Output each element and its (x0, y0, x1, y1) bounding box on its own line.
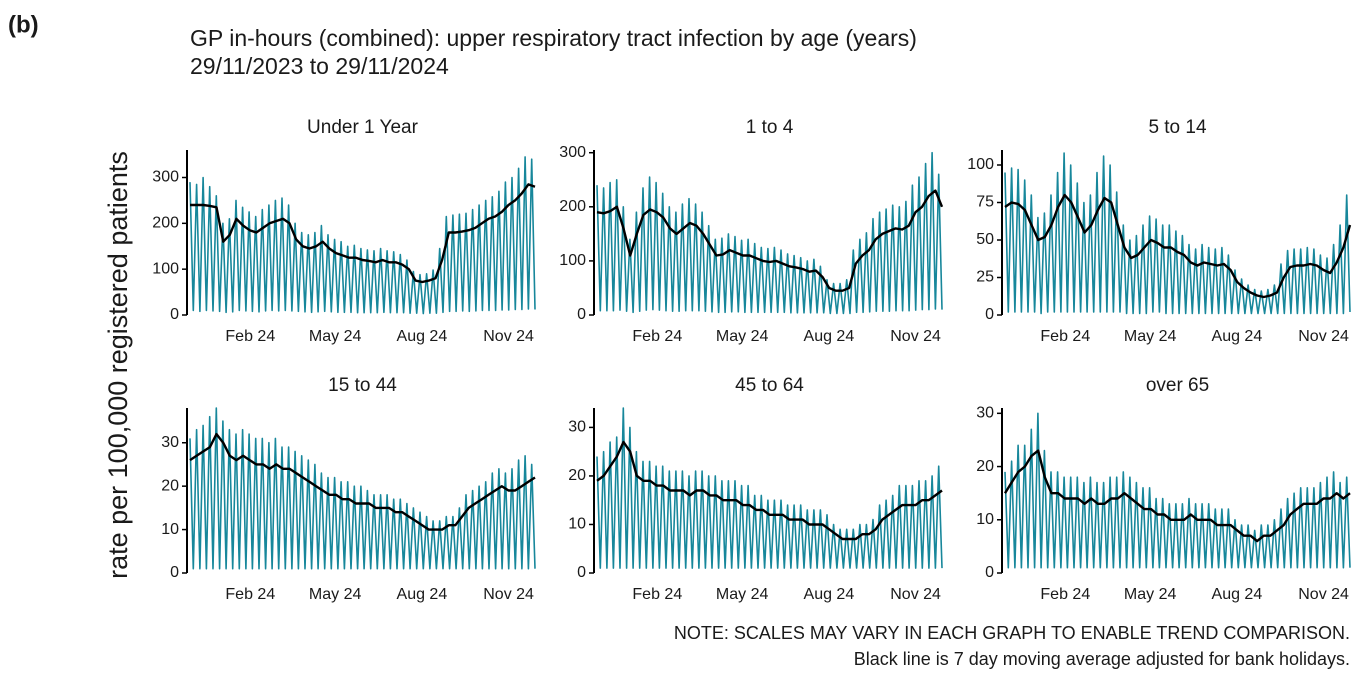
moving-average-line (596, 189, 944, 292)
y-tick-label: 0 (577, 306, 586, 323)
moving-average-line (596, 440, 943, 541)
y-tick-label: 30 (976, 405, 994, 422)
x-tick-label: Nov 24 (483, 328, 534, 345)
y-tick-label: 0 (170, 306, 179, 323)
y-tick-label: 0 (985, 564, 994, 581)
moving-average-line (1004, 193, 1352, 299)
x-tick-label: Nov 24 (890, 586, 941, 603)
y-tick-label: 300 (152, 169, 179, 186)
y-tick-label: 100 (152, 260, 179, 277)
x-tick-label: Aug 24 (397, 586, 448, 603)
x-tick-label: Aug 24 (1212, 586, 1263, 603)
x-tick-label: Feb 24 (1040, 328, 1090, 345)
y-tick-label: 30 (161, 434, 179, 451)
y-tick-label: 200 (152, 215, 179, 232)
y-tick-label: 10 (568, 516, 586, 533)
x-tick-label: Nov 24 (1298, 328, 1349, 345)
x-tick-label: Aug 24 (1212, 328, 1263, 345)
y-tick-label: 20 (976, 458, 994, 475)
x-tick-label: Feb 24 (632, 586, 682, 603)
moving-average-line (1003, 449, 1351, 543)
y-tick-label: 25 (976, 269, 994, 286)
note: Black line is 7 day moving average adjus… (854, 649, 1350, 669)
x-tick-label: Nov 24 (890, 328, 941, 345)
y-tick-label: 0 (170, 564, 179, 581)
y-tick-label: 10 (161, 521, 179, 538)
panel-title: 5 to 14 (1148, 117, 1207, 138)
x-tick-label: May 24 (309, 586, 362, 603)
x-tick-label: May 24 (716, 328, 769, 345)
panel-title: 15 to 44 (328, 375, 397, 396)
daily-line (189, 156, 536, 315)
daily-line (596, 151, 943, 315)
y-tick-label: 20 (568, 467, 586, 484)
panel-title: 45 to 64 (735, 375, 804, 396)
x-tick-label: Feb 24 (225, 328, 275, 345)
x-tick-label: Nov 24 (483, 586, 534, 603)
y-tick-label: 300 (559, 144, 586, 161)
daily-line (1004, 152, 1351, 315)
daily-line (1004, 412, 1351, 569)
daily-line (189, 407, 536, 570)
y-axis-label: rate per 100,000 registered patients (103, 151, 133, 579)
x-tick-label: May 24 (1124, 586, 1177, 603)
figure-title: GP in-hours (combined): upper respirator… (190, 25, 917, 51)
y-tick-label: 75 (976, 194, 994, 211)
x-tick-label: May 24 (716, 586, 769, 603)
y-tick-label: 0 (577, 564, 586, 581)
x-tick-label: Feb 24 (632, 328, 682, 345)
daily-line (596, 407, 943, 569)
x-tick-label: Feb 24 (1040, 586, 1090, 603)
y-tick-label: 0 (985, 306, 994, 323)
x-tick-label: May 24 (1124, 328, 1177, 345)
y-tick-label: 50 (976, 231, 994, 248)
x-tick-label: Nov 24 (1298, 586, 1349, 603)
y-tick-label: 100 (967, 156, 994, 173)
panel-title: over 65 (1146, 375, 1209, 396)
x-tick-label: Feb 24 (225, 586, 275, 603)
y-tick-label: 100 (559, 252, 586, 269)
note: NOTE: SCALES MAY VARY IN EACH GRAPH TO E… (674, 623, 1350, 643)
x-tick-label: May 24 (309, 328, 362, 345)
y-tick-label: 20 (161, 477, 179, 494)
moving-average-line (189, 432, 536, 531)
x-tick-label: Aug 24 (397, 328, 448, 345)
y-tick-label: 10 (976, 511, 994, 528)
x-tick-label: Aug 24 (804, 328, 855, 345)
y-tick-label: 30 (568, 419, 586, 436)
panel-title: 1 to 4 (746, 117, 794, 138)
panel-title: Under 1 Year (307, 117, 419, 138)
moving-average-line (190, 183, 536, 284)
figure-label: (b) (8, 11, 39, 38)
y-tick-label: 200 (559, 198, 586, 215)
x-tick-label: Aug 24 (804, 586, 855, 603)
figure-subtitle: 29/11/2023 to 29/11/2024 (190, 53, 449, 79)
